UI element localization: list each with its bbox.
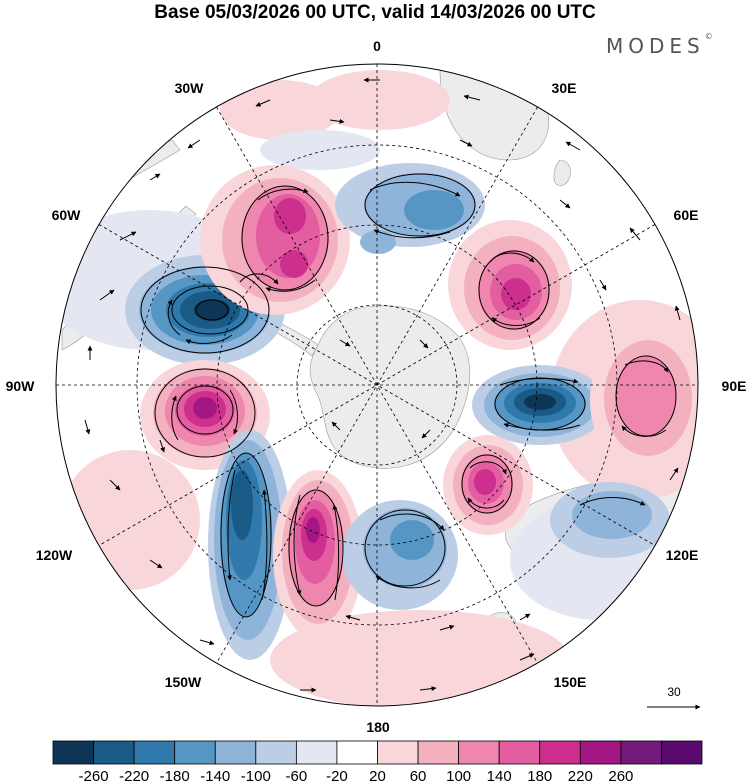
longitude-labels: 0 30E 60E 90E 120E 150E 180 150W 120W 90…: [6, 38, 747, 735]
pale-pink-patch-northwest: [220, 80, 340, 140]
colorbar-box: [133, 740, 176, 765]
colorbar-tick-label: -20: [326, 768, 348, 783]
colorbar-box: [539, 740, 581, 765]
colorbar-box: [377, 740, 419, 765]
colorbar-box: [458, 740, 500, 765]
lon-label-60w: 60W: [52, 207, 82, 223]
colorbar-tick-label: 140: [487, 768, 512, 783]
colorbar-tick-label: 20: [369, 768, 386, 783]
colorbar-box: [255, 740, 297, 765]
lon-label-90w: 90W: [6, 378, 36, 394]
high-45e: [448, 220, 572, 350]
colorbar-box: [620, 740, 662, 765]
lon-label-180: 180: [366, 719, 390, 735]
polar-anomaly-map: 0 30E 60E 90E 120E 150E 180 150W 120W 90…: [6, 38, 747, 735]
antarctica-land: [309, 305, 471, 469]
reference-vector-label: 30: [667, 685, 681, 699]
colorbar-box: [52, 740, 94, 765]
colorbar-tick-label: -260: [79, 768, 109, 783]
lon-label-30w: 30W: [175, 80, 205, 96]
colorbar-tick-label: 260: [608, 768, 633, 783]
colorbar-tick-label: -60: [286, 768, 308, 783]
lon-label-150e: 150E: [554, 674, 587, 690]
colorbar-box: [93, 740, 135, 765]
logo-text: MODES: [606, 34, 705, 58]
reference-vector: 30: [647, 685, 701, 710]
colorbar-tick-label: 220: [568, 768, 593, 783]
colorbar-tick-label: -180: [160, 768, 190, 783]
colorbar-tick-labels: -260 -220 -180 -140 -100 -60 -20 20 60 100 140 180 2…: [79, 768, 634, 783]
pale-blue-patch-north: [260, 130, 380, 170]
colorbar-tick-label: -220: [119, 768, 149, 783]
colorbar-tick-label: 60: [410, 768, 427, 783]
colorbar-box: [214, 740, 257, 765]
colorbar-box: [417, 740, 460, 765]
page-title: Base 05/03/2026 00 UTC, valid 14/03/2026…: [154, 2, 596, 23]
wind-vectors: [84, 77, 681, 693]
map-border: [55, 63, 699, 707]
colorbar-box: [498, 740, 541, 765]
lon-label-0: 0: [373, 38, 381, 54]
contour-lines: [140, 173, 677, 618]
lon-label-120e: 120E: [666, 547, 699, 563]
colorbar-box: [174, 740, 216, 765]
colorbar-box: [661, 740, 703, 765]
colorbar-tick-label: -140: [200, 768, 230, 783]
colorbar-box: [295, 740, 338, 765]
copyright-mark: ©: [704, 32, 713, 41]
colorbar-box: [579, 740, 622, 765]
lon-label-90e: 90E: [722, 378, 747, 394]
colorbar-tick-label: 180: [527, 768, 552, 783]
lon-label-30e: 30E: [552, 80, 577, 96]
lon-label-120w: 120W: [36, 547, 73, 563]
madagascar-land: [553, 159, 571, 186]
colorbar-box: [336, 740, 378, 765]
graticule: [56, 64, 698, 706]
lon-label-60e: 60E: [674, 207, 699, 223]
pale-pink-patch-north: [310, 70, 450, 130]
lon-label-150w: 150W: [165, 674, 202, 690]
colorbar-tick-label: 100: [446, 768, 471, 783]
low-south-atlantic: [335, 163, 485, 254]
colorbar-tick-label: -100: [241, 768, 271, 783]
colorbar-boxes: [52, 740, 703, 765]
modes-logo: MODES©: [606, 32, 713, 58]
